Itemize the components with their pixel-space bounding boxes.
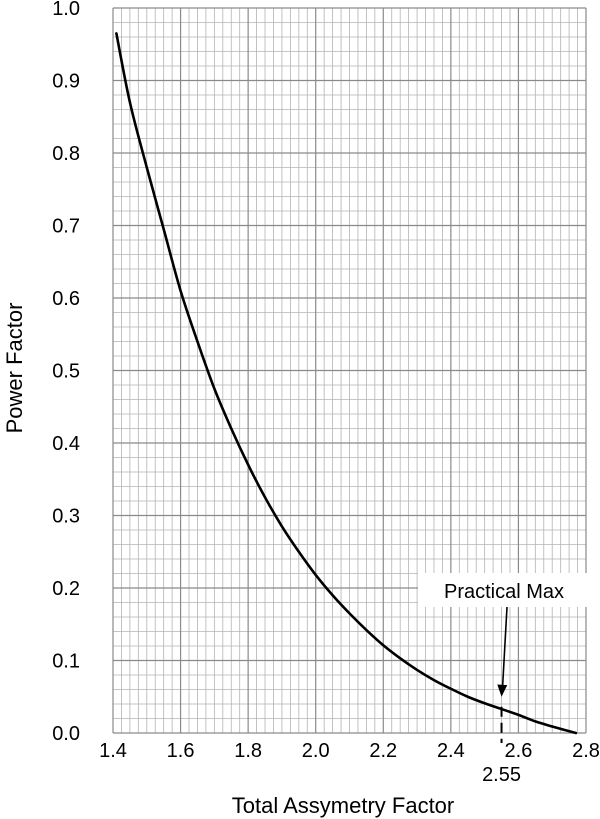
y-tick-label: 0.8: [52, 143, 80, 165]
y-tick-label: 0.6: [52, 288, 80, 310]
practical-max-arrowhead: [497, 684, 508, 697]
x-tick-label: 1.4: [99, 740, 127, 762]
series-layer: [115, 32, 578, 735]
y-axis-title: Power Factor: [2, 303, 27, 434]
y-tick-label: 1.0: [52, 0, 80, 20]
y-tick-label: 0.7: [52, 216, 80, 238]
y-tick-label: 0.1: [52, 651, 80, 673]
x-tick-label: 1.6: [167, 740, 195, 762]
x-tick-label: 2.8: [572, 740, 600, 762]
x-tick-label: 2.6: [505, 740, 533, 762]
practical-max-label-bg: [418, 573, 590, 607]
x-axis-title: Total Assymetry Factor: [232, 793, 455, 818]
y-tick-label: 0.4: [52, 433, 80, 455]
major-grid: [112, 7, 587, 734]
practical-max-label: Practical Max: [444, 581, 564, 603]
y-tick-label: 0.9: [52, 71, 80, 93]
series-line: [115, 32, 578, 735]
y-tick-label: 0.2: [52, 578, 80, 600]
y-tick-label: 0.5: [52, 361, 80, 383]
x-tick-label: 1.8: [234, 740, 262, 762]
x-tick-label: 2.4: [437, 740, 465, 762]
practical-max-arrow-line: [501, 606, 508, 688]
x-tick-label: 2.0: [302, 740, 330, 762]
x-tick-label: 2.2: [369, 740, 397, 762]
x-tick-labels: 1.4 1.6 1.8 2.0 2.2 2.4 2.6 2.8: [99, 740, 600, 762]
annotation-layer: 2.55 Practical Max: [418, 573, 590, 786]
y-tick-labels: 0.0 0.1 0.2 0.3 0.4 0.5 0.6 0.7 0.8 0.9 1.0: [52, 0, 80, 745]
practical-max-value: 2.55: [482, 764, 521, 786]
y-tick-label: 0.0: [52, 723, 80, 745]
y-tick-label: 0.3: [52, 506, 80, 528]
